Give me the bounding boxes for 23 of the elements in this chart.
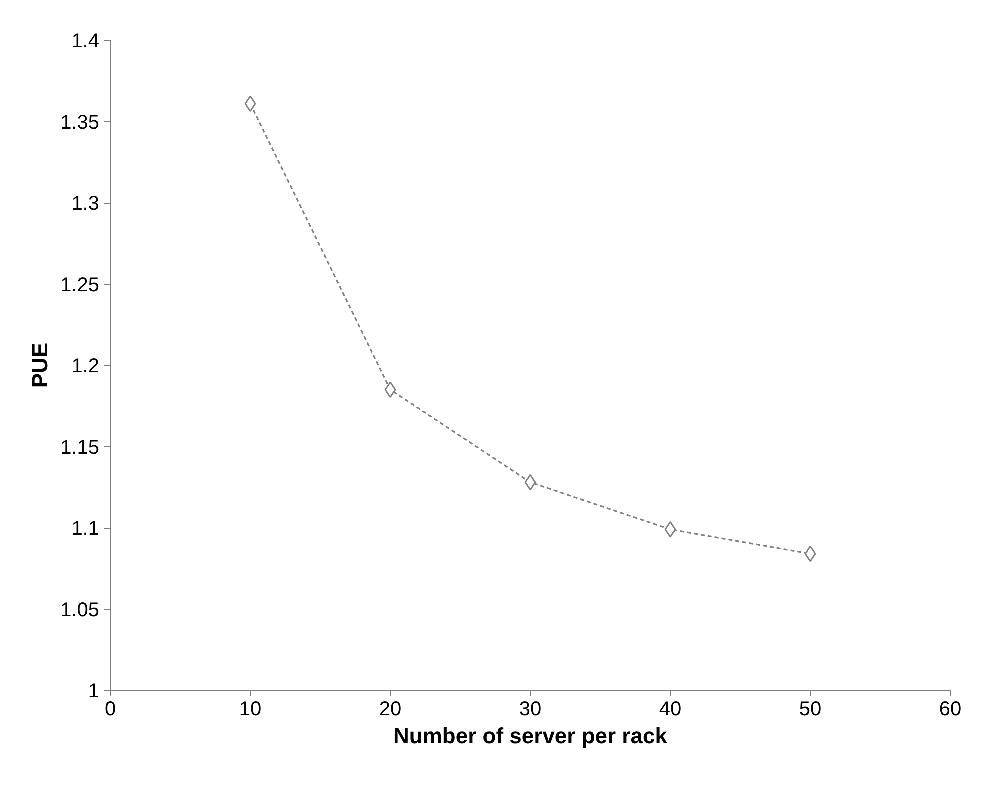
point [664, 521, 676, 538]
y-tick-label: 1.2 [72, 356, 100, 378]
point [524, 474, 536, 491]
y-tick-label: 1.35 [60, 112, 100, 134]
x-tick-label: 30 [519, 698, 542, 720]
y-tick-label: 1.4 [72, 30, 100, 52]
y-tick-label: 1.25 [60, 274, 100, 296]
y-axis-title: PUE [28, 342, 53, 388]
point [244, 96, 256, 112]
y-tick-label: 1 [88, 680, 100, 702]
y-tick-label: 1.05 [60, 599, 100, 622]
y-tick-label: 1.1 [72, 518, 100, 540]
x-tick-label: 60 [939, 698, 962, 720]
y-tick-label: 1.3 [72, 193, 100, 215]
point [804, 546, 816, 562]
x-tick-label: 40 [659, 698, 682, 720]
point [384, 382, 396, 398]
y-tick-label: 1.15 [60, 436, 100, 459]
x-tick-label: 10 [239, 698, 262, 720]
x-axis-title: Number of server per rack [394, 724, 668, 748]
x-tick-label: 20 [379, 698, 402, 720]
x-tick-label: 0 [104, 698, 116, 720]
x-tick-label: 50 [799, 698, 822, 720]
